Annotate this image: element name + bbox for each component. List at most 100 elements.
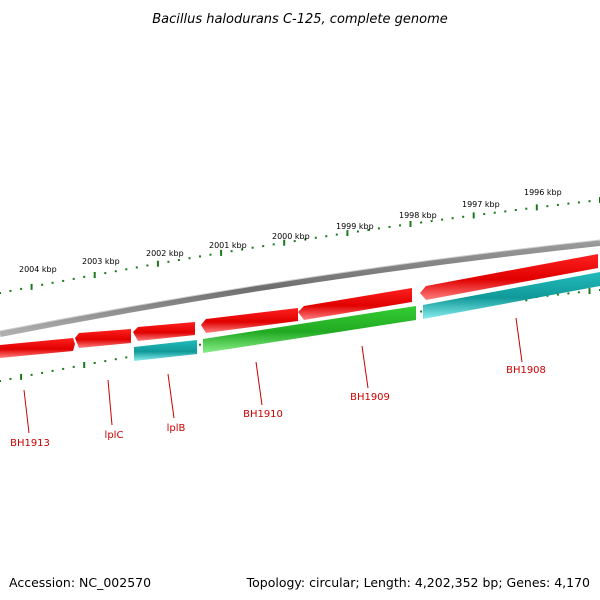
map-title: Bacillus halodurans C-125, complete geno… (152, 12, 448, 27)
outer-ruler-minor-tick (51, 281, 54, 284)
outer-ruler-minor-tick (514, 209, 517, 211)
gene-arrow-reverse-other[interactable] (423, 272, 600, 319)
outer-ruler-minor-tick (83, 275, 86, 278)
callout-line-bh1913 (23, 389, 30, 434)
gene-label-bh1909: BH1909 (350, 392, 390, 403)
outer-ruler-minor-tick (20, 287, 23, 290)
outer-ruler-minor-tick (556, 203, 559, 206)
inner-ruler-major-tick (20, 373, 23, 380)
outer-ruler-major-tick (220, 249, 223, 256)
outer-ruler-minor-tick (451, 217, 454, 220)
outer-ruler-minor-tick (567, 202, 570, 205)
ruler-label-1996: 1996 kbp (524, 188, 562, 197)
inner-ruler-minor-tick (567, 292, 570, 295)
ruler-label-1999: 1999 kbp (336, 222, 374, 231)
outer-ruler-minor-tick (114, 270, 117, 273)
callout-line-bh1910 (255, 361, 263, 406)
inner-ruler-minor-tick (104, 360, 107, 363)
outer-ruler-minor-tick (462, 215, 465, 218)
gene-label-lplb: lplB (167, 423, 186, 434)
gene-label-bh1910: BH1910 (243, 409, 283, 420)
inner-ruler-major-tick (588, 288, 591, 295)
callout-line-bh1909 (361, 345, 369, 389)
inner-ruler-minor-tick (114, 358, 117, 361)
outer-ruler-major-tick (30, 283, 33, 290)
ruler-label-2002: 2002 kbp (146, 249, 184, 258)
inner-ruler-minor-tick (556, 293, 559, 296)
ruler-label-2001: 2001 kbp (209, 241, 247, 250)
gene-label-bh1908: BH1908 (506, 365, 546, 376)
outer-ruler-minor-tick (199, 255, 201, 258)
backbone-highlight (0, 239, 600, 332)
inner-ruler-minor-tick (72, 365, 75, 368)
inner-ruler-minor-tick (30, 373, 33, 376)
genome-backbone (0, 240, 600, 337)
outer-ruler (0, 197, 600, 294)
outer-ruler-minor-tick (62, 279, 65, 282)
inner-ruler-minor-tick (51, 369, 54, 372)
inner-ruler-minor-tick (9, 377, 12, 380)
gene-label-lplc: lplC (105, 430, 124, 441)
outer-ruler-minor-tick (325, 235, 328, 238)
outer-ruler-minor-tick (577, 201, 580, 204)
gene-arrow-bh1910[interactable] (201, 308, 298, 333)
outer-ruler-minor-tick (251, 246, 254, 249)
callout-line-bh1908 (515, 317, 523, 363)
outer-ruler-minor-tick (104, 272, 107, 275)
outer-ruler-minor-tick (9, 289, 12, 292)
outer-ruler-minor-tick (377, 227, 380, 230)
ruler-label-1997: 1997 kbp (462, 200, 500, 209)
outer-ruler-major-tick (283, 239, 286, 246)
outer-ruler-minor-tick (230, 250, 233, 253)
reverse-strand-track (134, 272, 600, 361)
topology-text: Topology: circular; Length: 4,202,352 bp… (246, 575, 590, 590)
outer-ruler-minor-tick (335, 233, 338, 236)
ruler-label-1998: 1998 kbp (399, 211, 437, 220)
outer-ruler-minor-tick (304, 238, 307, 241)
gene-arrow-reverse-cds[interactable] (203, 306, 416, 353)
outer-ruler-minor-tick (41, 283, 44, 286)
gene-arrow-bh1911[interactable] (133, 322, 195, 341)
ruler-label-2003: 2003 kbp (82, 257, 120, 266)
inner-ruler-major-tick (83, 362, 86, 368)
inner-ruler-minor-tick (199, 343, 201, 346)
outer-ruler-minor-tick (209, 253, 212, 256)
ruler-labels: 2004 kbp 2003 kbp 2002 kbp 2001 kbp 2000… (19, 188, 562, 274)
outer-ruler-minor-tick (420, 221, 423, 224)
outer-ruler-minor-tick (588, 200, 591, 203)
outer-ruler-minor-tick (188, 257, 191, 260)
outer-ruler-minor-tick (135, 266, 138, 269)
outer-ruler-minor-tick (388, 225, 391, 228)
outer-ruler-minor-tick (483, 213, 486, 216)
inner-ruler-minor-tick (93, 362, 96, 364)
callout-line-lplb (167, 373, 175, 419)
gene-arrow-lplc[interactable] (75, 329, 131, 348)
outer-ruler-minor-tick (430, 220, 433, 223)
outer-ruler-minor-tick (504, 210, 507, 213)
gene-arrow-bh1909[interactable] (298, 288, 412, 320)
gene-label-bh1913: BH1913 (10, 438, 50, 449)
outer-ruler-minor-tick (272, 243, 275, 246)
outer-ruler-minor-tick (167, 260, 170, 263)
outer-ruler-major-tick (346, 230, 349, 237)
inner-ruler-minor-tick (0, 380, 1, 382)
gene-arrow-lplb[interactable] (134, 340, 197, 361)
callout-line-lplc (107, 379, 113, 426)
gene-arrow-bh1913[interactable] (0, 338, 75, 358)
outer-ruler-minor-tick (177, 259, 180, 261)
outer-ruler-minor-tick (72, 277, 75, 280)
outer-ruler-minor-tick (546, 205, 549, 208)
outer-ruler-minor-tick (367, 229, 370, 231)
outer-ruler-minor-tick (146, 264, 149, 267)
outer-ruler-major-tick (156, 260, 159, 267)
gene-arrow-bh1908[interactable] (420, 254, 598, 300)
outer-ruler-major-tick (472, 212, 475, 219)
inner-ruler-minor-tick (577, 291, 580, 294)
outer-ruler-minor-tick (241, 248, 244, 251)
outer-ruler-major-tick (409, 221, 412, 227)
outer-ruler-minor-tick (125, 268, 128, 271)
inner-ruler-minor-tick (62, 367, 65, 370)
inner-ruler-minor-tick (125, 356, 128, 359)
outer-ruler-minor-tick (262, 245, 265, 248)
inner-ruler-minor-tick (420, 310, 423, 313)
